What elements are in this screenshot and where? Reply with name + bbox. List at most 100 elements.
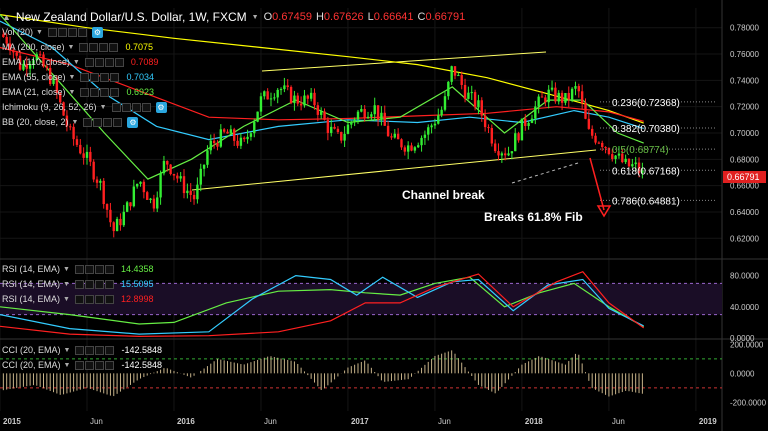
- eye-icon[interactable]: [75, 361, 85, 370]
- legend-buttons[interactable]: [80, 73, 120, 82]
- close-icon[interactable]: [95, 346, 105, 355]
- more-icon[interactable]: [114, 58, 124, 67]
- indicator-legend-row[interactable]: MA (200, close) ▼ 0.7075: [2, 40, 153, 55]
- settings-icon[interactable]: [90, 73, 100, 82]
- settings-icon[interactable]: [121, 103, 131, 112]
- legend-buttons[interactable]: [83, 118, 123, 127]
- candle-body: [216, 142, 219, 147]
- more-icon[interactable]: [109, 43, 119, 52]
- indicator-legend-value: 0.6923: [126, 87, 154, 97]
- eye-icon[interactable]: [74, 295, 84, 304]
- legend-buttons[interactable]: [80, 88, 120, 97]
- settings-icon[interactable]: [84, 265, 94, 274]
- legend-buttons[interactable]: [111, 103, 151, 112]
- legend-dropdown-icon[interactable]: ▼: [36, 29, 43, 36]
- candle-body: [199, 168, 202, 185]
- rsi-legend-row[interactable]: RSI (14, EMA) ▼ 14.4358: [2, 262, 154, 277]
- indicator-legend-row[interactable]: BB (20, close, 2) ▼ ⚙: [2, 115, 139, 130]
- indicator-legend-row[interactable]: EMA (55, close) ▼ 0.7034: [2, 70, 154, 85]
- legend-dropdown-icon[interactable]: ▼: [67, 44, 75, 51]
- legend-dropdown-icon[interactable]: ▼: [68, 89, 76, 96]
- legend-buttons[interactable]: [79, 43, 119, 52]
- close-icon[interactable]: [67, 28, 77, 37]
- indicator-legend-row[interactable]: EMA (21, close) ▼ 0.6923: [2, 85, 154, 100]
- more-icon[interactable]: [110, 73, 120, 82]
- time-axis[interactable]: 2015 Jun 2016 Jun 2017 Jun 2018 Jun 2019: [3, 417, 717, 426]
- eye-icon[interactable]: [75, 346, 85, 355]
- cci-legend-row[interactable]: CCI (20, EMA) ▼ -142.5848: [2, 358, 162, 373]
- eye-icon[interactable]: [74, 280, 84, 289]
- eye-icon[interactable]: [84, 58, 94, 67]
- legend-dropdown-icon[interactable]: ▼: [63, 362, 71, 369]
- close-icon[interactable]: [103, 118, 113, 127]
- legend-buttons[interactable]: [75, 346, 115, 355]
- indicator-legend-row[interactable]: EMA (110, close) ▼ 0.7089: [2, 55, 158, 70]
- collapse-chevron-icon[interactable]: ▲: [2, 12, 11, 22]
- close-icon[interactable]: [94, 295, 104, 304]
- symbol-dropdown-icon[interactable]: ▼: [251, 13, 259, 21]
- more-icon[interactable]: [104, 280, 114, 289]
- cci-legend-row[interactable]: CCI (20, EMA) ▼ -142.5848: [2, 343, 162, 358]
- candle-body: [293, 95, 296, 104]
- settings-icon[interactable]: [84, 280, 94, 289]
- gear-icon[interactable]: ⚙: [91, 27, 103, 38]
- eye-icon[interactable]: [83, 118, 93, 127]
- gear-icon[interactable]: ⚙: [127, 117, 139, 128]
- indicator-legend-row[interactable]: Vol (20) ▼ ⚙: [2, 25, 103, 40]
- close-icon[interactable]: [94, 280, 104, 289]
- rsi-legend-row[interactable]: RSI (14, EMA) ▼ 15.5095: [2, 277, 154, 292]
- legend-buttons[interactable]: [84, 58, 124, 67]
- more-icon[interactable]: [104, 265, 114, 274]
- legend-dropdown-icon[interactable]: ▼: [63, 281, 70, 288]
- eye-icon[interactable]: [47, 28, 57, 37]
- close-icon[interactable]: [104, 58, 114, 67]
- eye-icon[interactable]: [79, 43, 89, 52]
- more-icon[interactable]: [104, 295, 114, 304]
- close-icon[interactable]: [94, 265, 104, 274]
- more-icon[interactable]: [113, 118, 123, 127]
- eye-icon[interactable]: [111, 103, 121, 112]
- settings-icon[interactable]: [85, 346, 95, 355]
- eye-icon[interactable]: [80, 88, 90, 97]
- eye-icon[interactable]: [80, 73, 90, 82]
- eye-icon[interactable]: [74, 265, 84, 274]
- settings-icon[interactable]: [84, 295, 94, 304]
- rsi-legend-row[interactable]: RSI (14, EMA) ▼ 12.8998: [2, 292, 154, 307]
- legend-dropdown-icon[interactable]: ▼: [63, 296, 70, 303]
- candle-body: [119, 218, 122, 226]
- legend-buttons[interactable]: [75, 361, 115, 370]
- close-icon[interactable]: [131, 103, 141, 112]
- more-icon[interactable]: [105, 346, 115, 355]
- candle-body: [540, 96, 544, 98]
- legend-dropdown-icon[interactable]: ▼: [71, 119, 79, 126]
- legend-buttons[interactable]: [47, 28, 87, 37]
- settings-icon[interactable]: [90, 88, 100, 97]
- legend-buttons[interactable]: [74, 295, 114, 304]
- settings-icon[interactable]: [57, 28, 67, 37]
- more-icon[interactable]: [110, 88, 120, 97]
- close-icon[interactable]: [99, 43, 109, 52]
- legend-dropdown-icon[interactable]: ▼: [72, 59, 80, 66]
- legend-dropdown-icon[interactable]: ▼: [68, 74, 76, 81]
- price-axis[interactable]: 0.78000 0.76000 0.74000 0.72000 0.70000 0.680…: [730, 24, 759, 244]
- legend-dropdown-icon[interactable]: ▼: [63, 266, 70, 273]
- legend-buttons[interactable]: [74, 280, 114, 289]
- settings-icon[interactable]: [89, 43, 99, 52]
- symbol-title[interactable]: New Zealand Dollar/U.S. Dollar, 1W, FXCM: [15, 10, 247, 24]
- more-icon[interactable]: [141, 103, 151, 112]
- gear-icon[interactable]: ⚙: [155, 102, 167, 113]
- close-icon[interactable]: [95, 361, 105, 370]
- settings-icon[interactable]: [94, 58, 104, 67]
- settings-icon[interactable]: [93, 118, 103, 127]
- candle-body: [32, 60, 35, 65]
- settings-icon[interactable]: [85, 361, 95, 370]
- more-icon[interactable]: [77, 28, 87, 37]
- legend-dropdown-icon[interactable]: ▼: [99, 104, 107, 111]
- indicator-legend-row[interactable]: Ichimoku (9, 26, 52, 26) ▼ ⚙: [2, 100, 167, 115]
- more-icon[interactable]: [105, 361, 115, 370]
- close-icon[interactable]: [100, 88, 110, 97]
- close-icon[interactable]: [100, 73, 110, 82]
- legend-dropdown-icon[interactable]: ▼: [63, 347, 71, 354]
- legend-buttons[interactable]: [74, 265, 114, 274]
